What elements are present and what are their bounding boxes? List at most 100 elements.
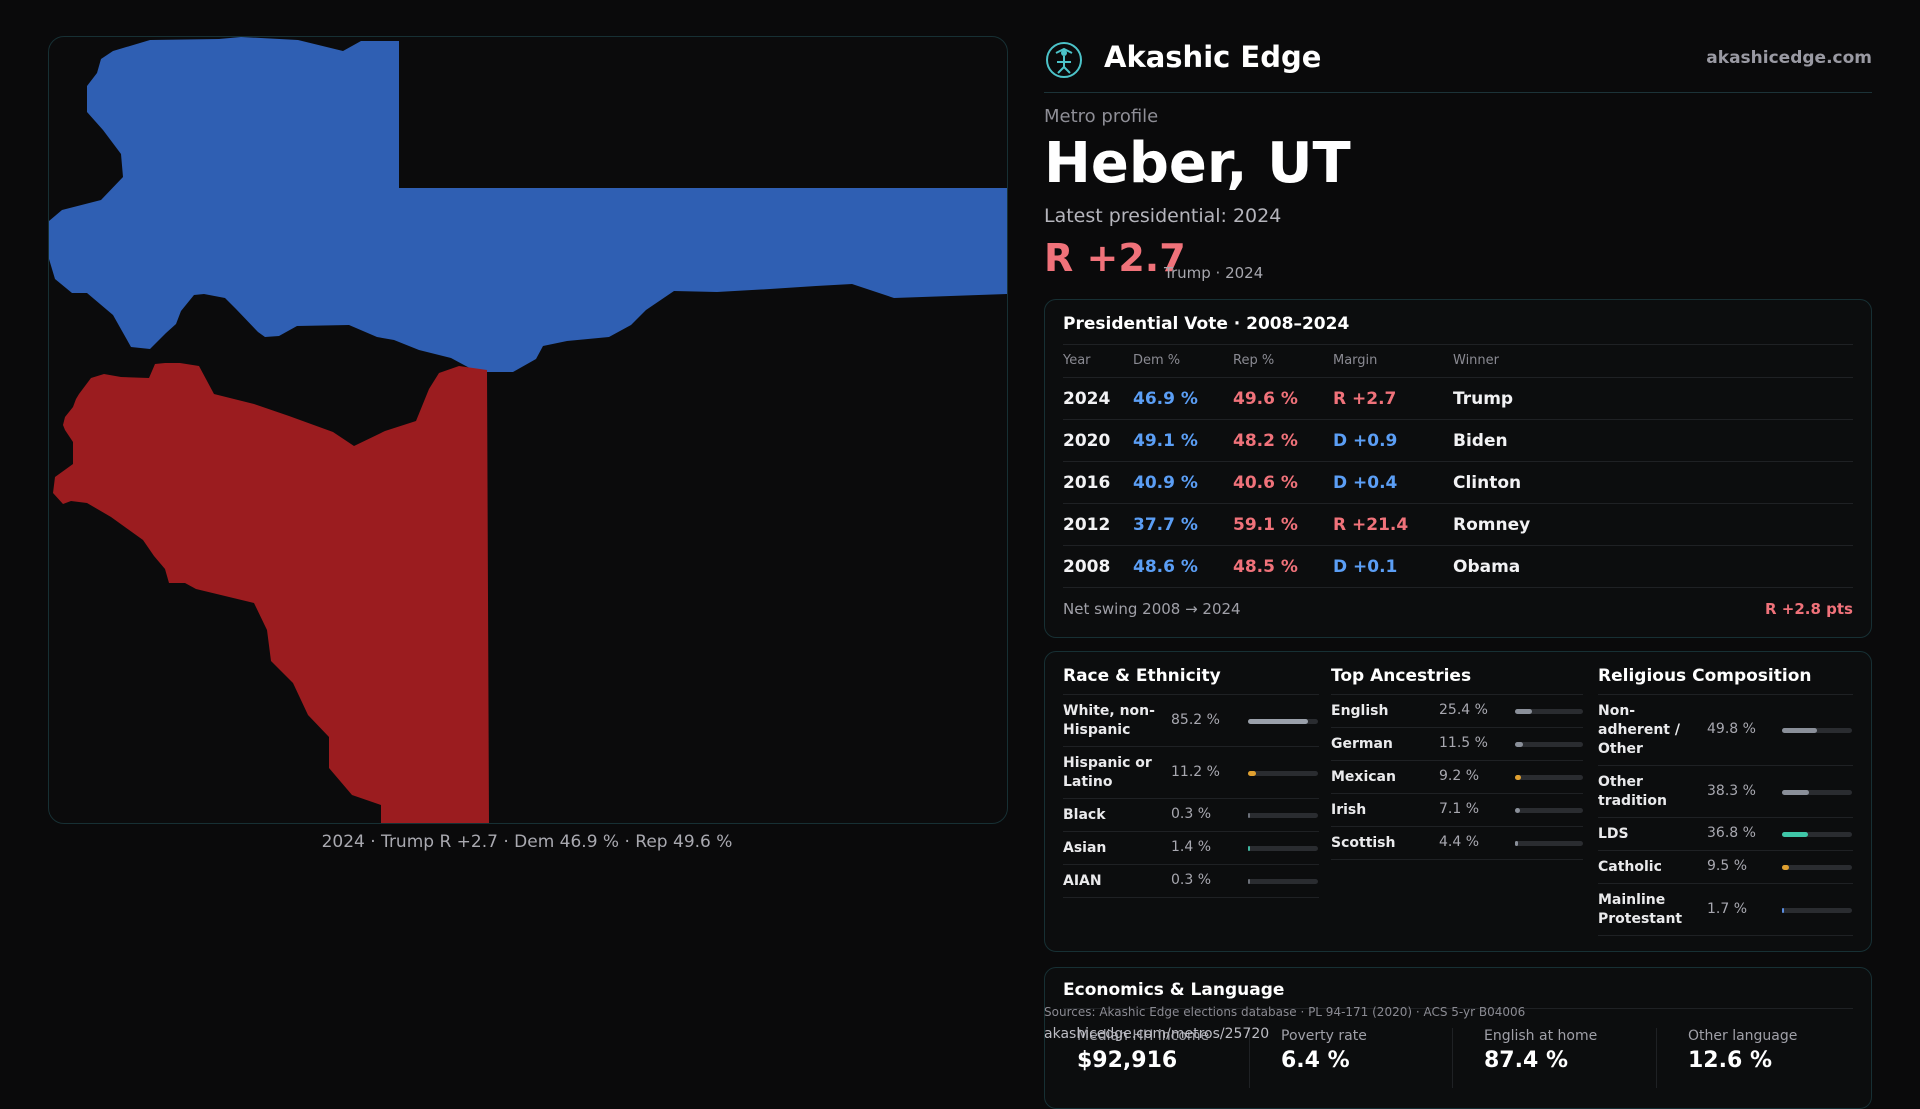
econ-stat-label: Poverty rate (1281, 1028, 1367, 1044)
akashic-logo-icon[interactable] (1044, 40, 1084, 80)
econ-stat-value: $92,916 (1077, 1048, 1178, 1073)
religion-label: Catholic (1598, 859, 1662, 875)
econ-stat: Poverty rate 6.4 % (1281, 1028, 1367, 1073)
ancestry-row: Mexican 9.2 % (1331, 761, 1583, 794)
page-eyebrow: Metro profile (1044, 106, 1159, 127)
net-swing: Net swing 2008 → 2024 R +2.8 pts (1063, 600, 1853, 618)
vote-row: 2020 49.1 % 48.2 % D +0.9 Biden (1063, 420, 1853, 462)
race-row: White, non- Hispanic 85.2 % (1063, 695, 1319, 747)
econ-stat-value: 6.4 % (1281, 1048, 1350, 1073)
econ-stat-label: Other language (1688, 1028, 1798, 1044)
religion-row: Mainline Protestant 1.7 % (1598, 884, 1853, 936)
religion-pct: 38.3 % (1707, 783, 1756, 799)
latest-margin-sub: Trump · 2024 (1164, 264, 1264, 282)
race-pct: 0.3 % (1171, 806, 1212, 822)
vote-table-header: Year Dem % Rep % Margin Winner (1063, 344, 1853, 378)
race-ethnicity-section: Race & Ethnicity White, non- Hispanic 85.… (1063, 666, 1319, 898)
ancestry-pct: 11.5 % (1439, 735, 1488, 751)
econ-stat-value: 87.4 % (1484, 1048, 1568, 1073)
ancestry-label: Irish (1331, 802, 1367, 818)
race-pct: 1.4 % (1171, 839, 1212, 855)
vote-year: 2008 (1063, 557, 1111, 577)
vote-dem-pct: 49.1 % (1133, 431, 1198, 451)
vote-year: 2024 (1063, 389, 1111, 409)
race-label: Asian (1063, 840, 1107, 856)
ancestry-title: Top Ancestries (1331, 666, 1583, 695)
religion-bar-fill (1782, 865, 1789, 870)
race-bar-fill (1248, 879, 1250, 884)
race-bar-fill (1248, 719, 1308, 724)
vote-margin: R +21.4 (1333, 515, 1409, 535)
race-pct: 0.3 % (1171, 872, 1212, 888)
religion-row: LDS 36.8 % (1598, 818, 1853, 851)
religion-bar (1782, 790, 1852, 795)
net-swing-value: R +2.8 pts (1765, 600, 1853, 618)
vote-row: 2012 37.7 % 59.1 % R +21.4 Romney (1063, 504, 1853, 546)
religion-bar (1782, 832, 1852, 837)
race-label: Hispanic or Latino (1063, 755, 1152, 790)
ancestry-bar-fill (1515, 775, 1521, 780)
religion-row: Non- adherent / Other 49.8 % (1598, 695, 1853, 766)
vote-winner: Biden (1453, 431, 1508, 451)
vote-margin: D +0.1 (1333, 557, 1398, 577)
religion-bar-fill (1782, 832, 1808, 837)
vote-winner: Obama (1453, 557, 1521, 577)
vote-year: 2020 (1063, 431, 1111, 451)
demographics-card: Race & Ethnicity White, non- Hispanic 85.… (1044, 651, 1872, 952)
religion-row: Catholic 9.5 % (1598, 851, 1853, 884)
race-label: Black (1063, 807, 1106, 823)
net-swing-label: Net swing 2008 → 2024 (1063, 600, 1241, 618)
page-url[interactable]: akashicedge.com/metros/25720 (1044, 1026, 1270, 1042)
vote-winner: Clinton (1453, 473, 1522, 493)
religion-bar-fill (1782, 790, 1809, 795)
race-bar-fill (1248, 813, 1250, 818)
vote-rep-pct: 48.5 % (1233, 557, 1298, 577)
econ-stat-value: 12.6 % (1688, 1048, 1772, 1073)
ancestry-pct: 25.4 % (1439, 702, 1488, 718)
map-caption: 2024 · Trump R +2.7 · Dem 46.9 % · Rep 4… (321, 832, 733, 852)
race-bar-fill (1248, 846, 1250, 851)
religion-label: LDS (1598, 826, 1629, 842)
page-title: Heber, UT (1044, 131, 1351, 196)
map-region-north[interactable] (49, 37, 1007, 372)
race-label: AIAN (1063, 873, 1102, 889)
race-bar (1248, 771, 1318, 776)
ancestry-pct: 7.1 % (1439, 801, 1480, 817)
religion-section: Religious Composition Non- adherent / Ot… (1598, 666, 1853, 936)
ancestry-pct: 4.4 % (1439, 834, 1480, 850)
county-map (48, 36, 1008, 824)
vote-dem-pct: 48.6 % (1133, 557, 1198, 577)
race-row: Asian 1.4 % (1063, 832, 1319, 865)
vote-card-title: Presidential Vote · 2008–2024 (1063, 314, 1350, 334)
religion-pct: 9.5 % (1707, 858, 1748, 874)
vote-rep-pct: 59.1 % (1233, 515, 1298, 535)
vote-row: 2016 40.9 % 40.6 % D +0.4 Clinton (1063, 462, 1853, 504)
race-row: AIAN 0.3 % (1063, 865, 1319, 898)
vote-margin: R +2.7 (1333, 389, 1397, 409)
vote-dem-pct: 37.7 % (1133, 515, 1198, 535)
vote-margin: D +0.9 (1333, 431, 1398, 451)
race-bar (1248, 719, 1318, 724)
econ-stat-label: English at home (1484, 1028, 1598, 1044)
ancestry-pct: 9.2 % (1439, 768, 1480, 784)
religion-bar (1782, 728, 1852, 733)
brand-name[interactable]: Akashic Edge (1104, 40, 1322, 74)
religion-bar (1782, 865, 1852, 870)
religion-label: Non- adherent / Other (1598, 703, 1680, 757)
sources-note: Sources: Akashic Edge elections database… (1044, 1005, 1526, 1019)
religion-pct: 49.8 % (1707, 721, 1756, 737)
religion-bar (1782, 908, 1852, 913)
race-label: White, non- Hispanic (1063, 703, 1155, 738)
vote-dem-pct: 46.9 % (1133, 389, 1198, 409)
econ-stat: Median HH income $92,916 (1077, 1028, 1209, 1073)
religion-label: Mainline Protestant (1598, 892, 1683, 927)
brand-site-link[interactable]: akashicedge.com (1706, 48, 1872, 68)
map-region-south[interactable] (53, 363, 489, 823)
ancestry-label: Scottish (1331, 835, 1396, 851)
race-title: Race & Ethnicity (1063, 666, 1319, 695)
vote-winner: Trump (1453, 389, 1514, 409)
ancestry-row: Irish 7.1 % (1331, 794, 1583, 827)
ancestry-bar (1515, 709, 1583, 714)
ancestry-bar (1515, 808, 1583, 813)
ancestry-bar-fill (1515, 709, 1532, 714)
